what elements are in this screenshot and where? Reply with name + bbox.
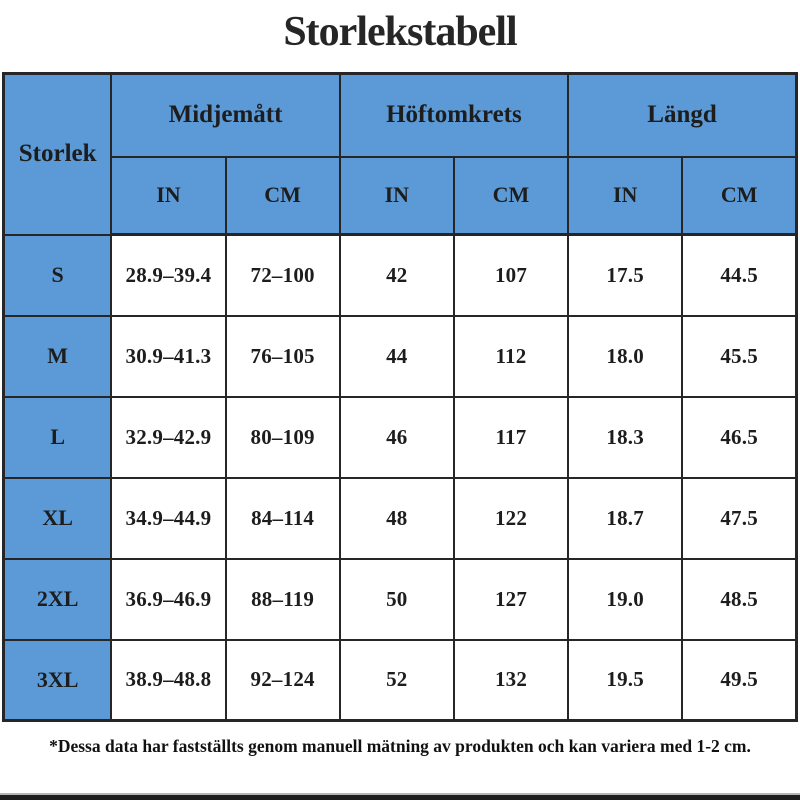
value-cell: 46 [338,395,455,479]
value-cell: 28.9–39.4 [110,233,227,317]
table-row-2xl: 2XL 36.9–46.9 88–119 50 127 19.0 48.5 [2,557,798,641]
value-cell: 84–114 [224,476,341,560]
value-cell: 48 [338,476,455,560]
page-title: Storlekstabell [283,9,517,55]
group-header-row: Storlek Midjemått Höftomkrets Längd [2,72,798,236]
header-hoftomkrets: Höftomkrets [338,72,570,158]
value-cell: 19.5 [567,638,684,722]
size-label: 2XL [2,557,113,641]
value-cell: 18.0 [567,314,684,398]
unit-header-hoftomkrets-cm: CM [452,155,570,236]
value-cell: 42 [338,233,455,317]
value-cell: 52 [338,638,455,722]
unit-header-row: IN CM IN CM IN CM [4,155,798,236]
value-cell: 30.9–41.3 [110,314,227,398]
table-row-3xl: 3XL 38.9–48.8 92–124 52 132 19.5 49.5 [2,638,798,722]
size-label: 3XL [2,638,113,722]
table-row-xl: XL 34.9–44.9 84–114 48 122 18.7 47.5 [2,476,798,560]
value-cell: 44.5 [681,233,798,317]
footnote: *Dessa data har fastställts genom manuel… [49,736,751,756]
value-cell: 72–100 [224,233,341,317]
header-langd: Längd [567,72,798,158]
value-cell: 122 [452,476,570,560]
unit-header-midjematt-in: IN [110,155,227,236]
value-cell: 19.0 [567,557,684,641]
value-cell: 47.5 [681,476,798,560]
size-label: L [2,395,113,479]
value-cell: 48.5 [681,557,798,641]
value-cell: 132 [452,638,570,722]
value-cell: 49.5 [681,638,798,722]
value-cell: 88–119 [224,557,341,641]
value-cell: 117 [452,395,570,479]
value-cell: 18.3 [567,395,684,479]
value-cell: 36.9–46.9 [110,557,227,641]
table-row-s: S 28.9–39.4 72–100 42 107 17.5 44.5 [2,233,798,317]
value-cell: 32.9–42.9 [110,395,227,479]
unit-header-hoftomkrets-in: IN [338,155,455,236]
value-cell: 107 [452,233,570,317]
value-cell: 46.5 [681,395,798,479]
unit-header-langd-in: IN [567,155,684,236]
header-midjematt: Midjemått [110,72,341,158]
size-table: Storlek Midjemått Höftomkrets Längd IN C… [2,72,798,722]
value-cell: 76–105 [224,314,341,398]
value-cell: 45.5 [681,314,798,398]
value-cell: 38.9–48.8 [110,638,227,722]
value-cell: 127 [452,557,570,641]
value-cell: 80–109 [224,395,341,479]
value-cell: 112 [452,314,570,398]
table-row-m: M 30.9–41.3 76–105 44 112 18.0 45.5 [2,314,798,398]
size-label: M [2,314,113,398]
value-cell: 92–124 [224,638,341,722]
unit-header-langd-cm: CM [681,155,798,236]
value-cell: 34.9–44.9 [110,476,227,560]
value-cell: 17.5 [567,233,684,317]
value-cell: 50 [338,557,455,641]
bottom-divider [0,793,800,800]
unit-header-midjematt-cm: CM [224,155,341,236]
size-label: XL [2,476,113,560]
table-row-l: L 32.9–42.9 80–109 46 117 18.3 46.5 [2,395,798,479]
value-cell: 18.7 [567,476,684,560]
header-storlek: Storlek [2,72,113,236]
size-label: S [2,233,113,317]
value-cell: 44 [338,314,455,398]
